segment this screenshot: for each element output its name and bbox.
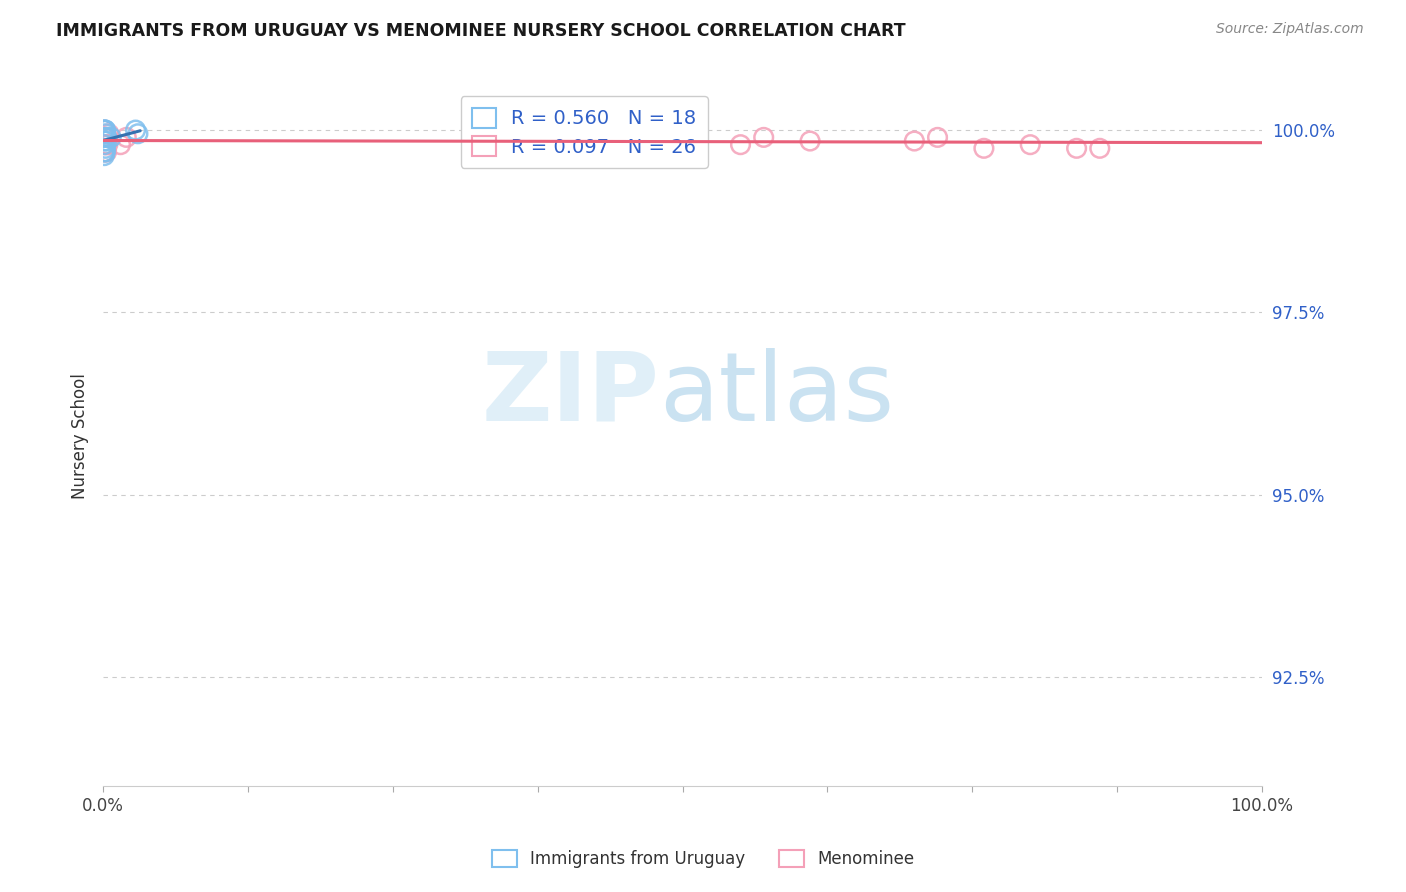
Legend: R = 0.560   N = 18, R = 0.097   N = 26: R = 0.560 N = 18, R = 0.097 N = 26 [461,96,707,169]
Point [115,130,138,145]
Point [94,123,117,137]
Point [94,123,117,137]
Point [93,137,115,152]
Point [93,123,115,137]
Point [927,130,949,145]
Point [94,145,117,159]
Point [124,123,146,137]
Point [110,137,132,152]
Point [93,145,115,159]
Point [100,130,122,145]
Legend: Immigrants from Uruguay, Menominee: Immigrants from Uruguay, Menominee [485,843,921,875]
Text: Source: ZipAtlas.com: Source: ZipAtlas.com [1216,22,1364,37]
Point [94,130,117,145]
Point [799,134,821,148]
Point [93,145,115,159]
Point [93,123,115,137]
Point [93,148,115,162]
Point [752,130,775,145]
Point [93,130,115,145]
Text: IMMIGRANTS FROM URUGUAY VS MENOMINEE NURSERY SCHOOL CORRELATION CHART: IMMIGRANTS FROM URUGUAY VS MENOMINEE NUR… [56,22,905,40]
Point [93,134,115,148]
Y-axis label: Nursery School: Nursery School [72,374,89,500]
Point [97,130,120,145]
Point [659,130,682,145]
Text: ZIP: ZIP [481,348,659,441]
Point [96,130,118,145]
Text: atlas: atlas [659,348,894,441]
Point [93,137,115,152]
Point [96,134,118,148]
Point [94,137,117,152]
Point [659,127,682,141]
Point [96,145,118,159]
Point [94,141,117,155]
Point [127,127,149,141]
Point [1019,137,1042,152]
Point [648,123,671,137]
Point [1066,141,1088,155]
Point [97,127,120,141]
Point [97,137,120,152]
Point [93,130,115,145]
Point [96,130,118,145]
Point [96,137,118,152]
Point [94,127,117,141]
Point [1088,141,1111,155]
Point [973,141,995,155]
Point [903,134,925,148]
Point [93,123,115,137]
Point [730,137,752,152]
Point [96,130,118,145]
